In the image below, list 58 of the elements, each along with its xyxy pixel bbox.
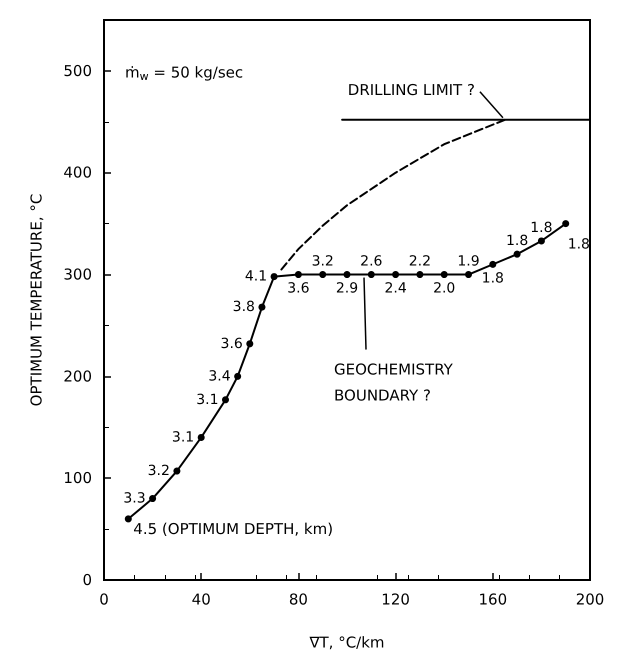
annotation: 2.9 bbox=[336, 280, 358, 297]
point bbox=[124, 515, 132, 522]
annotation: 2.6 bbox=[360, 254, 383, 270]
annotation: 2.4 bbox=[384, 280, 407, 297]
point bbox=[538, 237, 545, 244]
annotation: 3.8 bbox=[232, 299, 255, 316]
x-tick-label: 80 bbox=[288, 590, 308, 608]
point bbox=[440, 271, 448, 278]
x-tick-label: 160 bbox=[478, 590, 508, 608]
point bbox=[149, 495, 156, 502]
annotation: 3.4 bbox=[208, 368, 231, 384]
annotation: 1.9 bbox=[457, 254, 480, 270]
x-tick-label: 200 bbox=[576, 590, 604, 608]
annotation: 3.1 bbox=[196, 392, 218, 408]
point bbox=[489, 260, 496, 268]
annotation: 3.2 bbox=[148, 463, 170, 480]
annotation: 1.8 bbox=[568, 236, 590, 253]
point bbox=[368, 271, 375, 278]
point bbox=[258, 304, 266, 311]
x-axis-title: ∇T, °C/km bbox=[308, 634, 385, 652]
annotation: 3.6 bbox=[220, 336, 243, 352]
x-tick-label: 40 bbox=[192, 590, 211, 608]
y-tick-label: 100 bbox=[63, 469, 92, 488]
point bbox=[514, 250, 521, 258]
point bbox=[234, 372, 242, 380]
y-tick-label: 200 bbox=[63, 367, 92, 386]
y-tick-label: 300 bbox=[63, 266, 92, 284]
y-tick-label: 0 bbox=[82, 571, 92, 589]
annotation: 4.5 (OPTIMUM DEPTH, km) bbox=[133, 520, 334, 538]
y-axis-title: OPTIMUM TEMPERATURE, °C bbox=[28, 194, 46, 406]
point bbox=[222, 396, 229, 404]
annotation: GEOCHEMISTRY BOUNDARY ? bbox=[334, 360, 454, 405]
annotation: 4.1 bbox=[244, 268, 268, 285]
point bbox=[198, 434, 205, 441]
y-tick-label: 500 bbox=[63, 62, 92, 80]
annotation: 2.2 bbox=[408, 254, 432, 270]
x-tick-label: 120 bbox=[381, 590, 410, 608]
point bbox=[319, 271, 326, 278]
annotation: DRILLING LIMIT ? bbox=[348, 80, 475, 99]
annotation: 1.8 bbox=[530, 220, 553, 236]
annotation: 3.1 bbox=[172, 429, 194, 446]
annotation: 2.0 bbox=[433, 280, 456, 297]
point bbox=[465, 271, 472, 278]
y-tick-label: 400 bbox=[63, 164, 92, 182]
point bbox=[173, 468, 180, 475]
point bbox=[392, 271, 400, 278]
x-tick-label: 0 bbox=[99, 590, 109, 608]
annotation: 1.8 bbox=[506, 233, 528, 250]
point bbox=[416, 271, 424, 278]
point bbox=[270, 273, 278, 280]
point bbox=[562, 220, 570, 228]
annotation: 3.2 bbox=[312, 254, 334, 270]
annotation: 3.3 bbox=[123, 490, 146, 507]
point bbox=[344, 271, 350, 278]
annotation: 1.8 bbox=[482, 270, 504, 286]
annotation: 3.6 bbox=[287, 280, 310, 297]
point bbox=[246, 340, 254, 348]
point bbox=[294, 271, 302, 278]
